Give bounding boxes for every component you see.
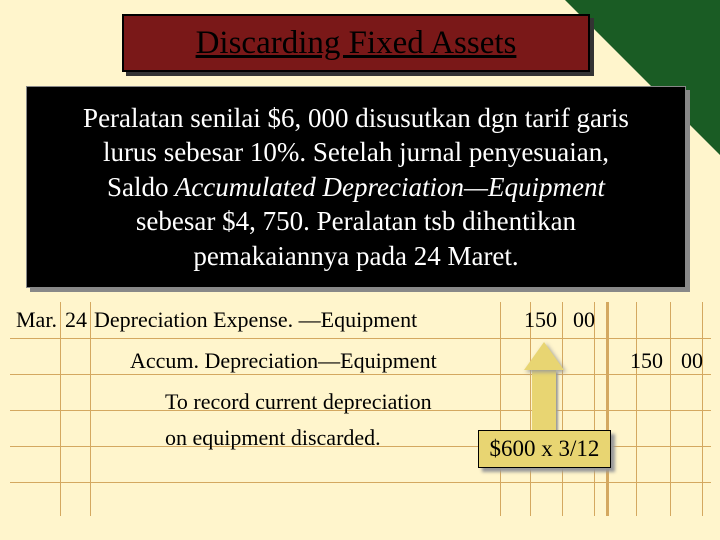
- journal-month: Mar.: [16, 307, 57, 333]
- content-line5: pemakaiannya pada 24 Maret.: [193, 241, 518, 271]
- journal-row-1: Mar. 24 Depreciation Expense. —Equipment…: [10, 302, 711, 338]
- content-box: Peralatan senilai $6, 000 disusutkan dgn…: [26, 86, 686, 288]
- journal-row-3: To record current depreciation: [10, 384, 711, 420]
- slide-title: Discarding Fixed Assets: [196, 25, 517, 62]
- callout-text: $600 x 3/12: [490, 436, 600, 462]
- journal-r2-credit: 150: [630, 348, 663, 374]
- calculation-callout: $600 x 3/12: [478, 430, 611, 468]
- journal-r1-debit: 150: [524, 307, 557, 333]
- content-line1: Peralatan senilai $6, 000 disusutkan dgn…: [83, 103, 629, 133]
- journal-r2-credit-cents: 00: [681, 348, 703, 374]
- journal-r1-desc: Depreciation Expense. —Equipment: [94, 307, 417, 333]
- journal-day: 24: [65, 307, 87, 333]
- content-line4: sebesar $4, 750. Peralatan tsb dihentika…: [136, 206, 576, 236]
- content-text: Peralatan senilai $6, 000 disusutkan dgn…: [83, 101, 629, 274]
- journal-r2-desc: Accum. Depreciation—Equipment: [130, 348, 437, 374]
- journal-r1-debit-cents: 00: [573, 307, 595, 333]
- content-line2: lurus sebesar 10%. Setelah jurnal penyes…: [103, 137, 609, 167]
- content-line3b: Accumulated Depreciation—Equipment: [169, 172, 605, 202]
- title-box: Discarding Fixed Assets: [122, 14, 590, 72]
- content-line3a: Saldo: [107, 172, 169, 202]
- journal-r4-desc: on equipment discarded.: [165, 425, 381, 451]
- arrow-up-icon: [524, 342, 564, 430]
- journal-r3-desc: To record current depreciation: [165, 389, 432, 415]
- journal-row-2: Accum. Depreciation—Equipment 150 00: [10, 343, 711, 379]
- ledger-table: Mar. 24 Depreciation Expense. —Equipment…: [10, 302, 711, 516]
